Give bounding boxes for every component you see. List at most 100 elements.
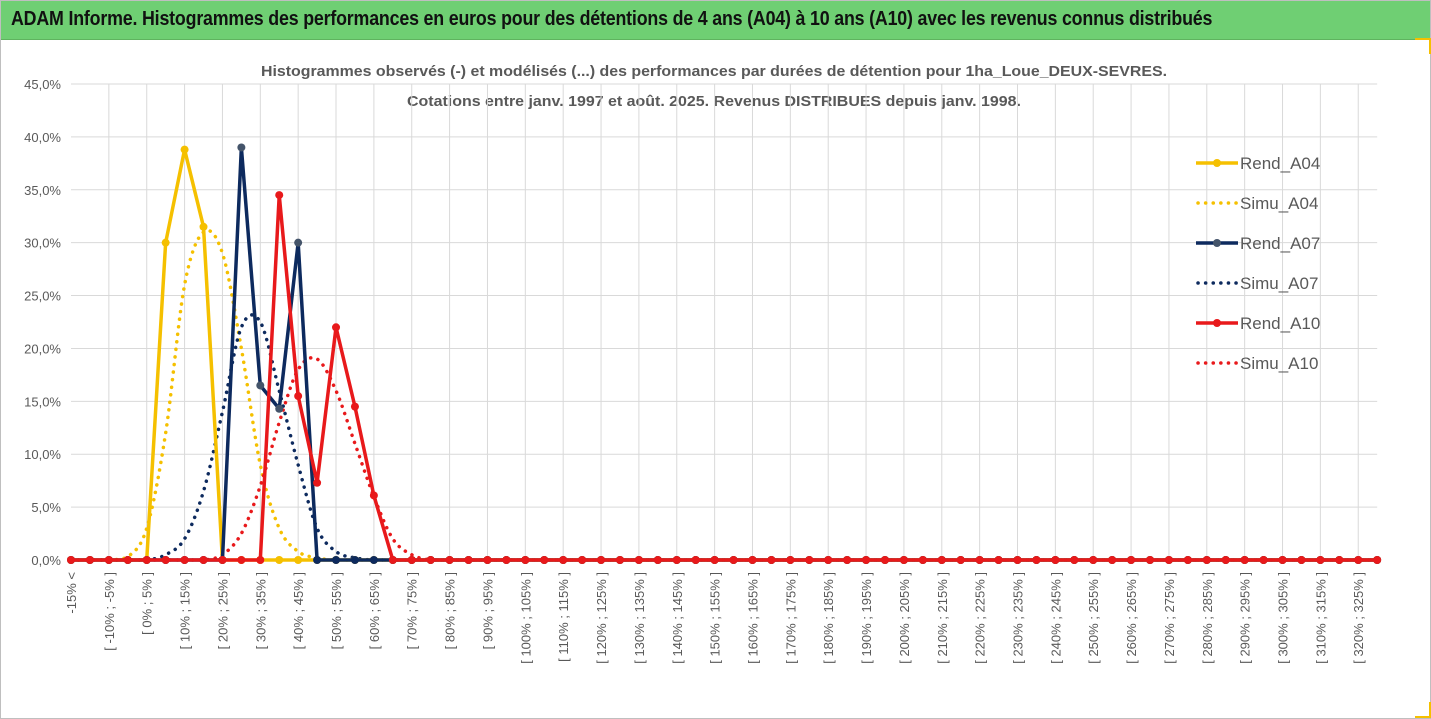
data-point: Rend_A10 [ 110% ; 115% ]: 0 xyxy=(559,556,568,564)
x-tick-label: [ 140% ; 145% ] xyxy=(670,572,685,664)
legend-item-Rend_A10: Rend_A10 xyxy=(1196,314,1320,333)
x-tick-label: [ -10% ; -5% ] xyxy=(102,572,117,651)
data-point: Rend_A10 [ 295% ; 300% ]: 0 xyxy=(1259,556,1268,564)
x-tick-label: [ 220% ; 225% ] xyxy=(973,572,988,664)
data-point: Rend_A10 [ 250% ; 255% ]: 0 xyxy=(1089,556,1098,564)
data-point: Rend_A04 [ 15% ; 20% ]: 31.5 xyxy=(199,222,208,231)
data-point: Rend_A10 [ 45% ; 50% ]: 7.3 xyxy=(313,478,322,487)
data-point: Rend_A10 [ 65% ; 70% ]: 0 xyxy=(388,556,397,564)
x-tick-label: [ 160% ; 165% ] xyxy=(745,572,760,664)
data-point: Rend_A10 [ 5% ; 10% ]: 0 xyxy=(161,556,170,564)
data-point: Rend_A10 [ 50% ; 55% ]: 22 xyxy=(332,323,341,332)
data-point: Rend_A04 [ 40% ; 45% ]: 0 xyxy=(294,556,303,564)
data-point: Rend_A10 [ 220% ; 225% ]: 0 xyxy=(975,556,984,564)
y-tick-label: 20,0% xyxy=(24,341,61,356)
legend-item-Simu_A04: Simu_A04 xyxy=(1196,194,1318,213)
x-tick-label: [ 100% ; 105% ] xyxy=(518,572,533,664)
data-point: Rend_A10 [ 35% ; 40% ]: 34.5 xyxy=(275,191,284,200)
data-point: Rend_A10 [ 170% ; 175% ]: 0 xyxy=(786,556,795,564)
data-point: Rend_A10 [ 115% ; 120% ]: 0 xyxy=(578,556,587,564)
x-tick-label: [ 180% ; 185% ] xyxy=(821,572,836,664)
data-point: Rend_A07 [ 60% ; 65% ]: 0 xyxy=(369,556,378,564)
x-tick-label: [ 260% ; 265% ] xyxy=(1124,572,1139,664)
data-point: Rend_A10 [ 120% ; 125% ]: 0 xyxy=(597,556,606,564)
y-tick-label: 30,0% xyxy=(24,236,61,251)
x-tick-label: [ 190% ; 195% ] xyxy=(859,572,874,664)
x-tick-label: [ 210% ; 215% ] xyxy=(935,572,950,664)
data-point: Rend_A10 [ 135% ; 140% ]: 0 xyxy=(653,556,662,564)
legend-marker xyxy=(1213,319,1221,327)
x-tick-label: [ 50% ; 55% ] xyxy=(329,572,344,649)
data-point: Rend_A10 [ 175% ; 180% ]: 0 xyxy=(805,556,814,564)
y-tick-label: 45,0% xyxy=(24,77,61,92)
data-point: Rend_A10 [ 75% ; 80% ]: 0 xyxy=(426,556,435,564)
data-point: Rend_A10 [ 130% ; 135% ]: 0 xyxy=(634,556,643,564)
data-point: Rend_A10 [ -15% ; -10% ]: 0 xyxy=(85,556,94,564)
data-point: Rend_A10 [ 90% ; 95% ]: 0 xyxy=(483,556,492,564)
data-point: Rend_A10 [ 85% ; 90% ]: 0 xyxy=(464,556,473,564)
data-point: Rend_A10 [ 150% ; 155% ]: 0 xyxy=(710,556,719,564)
report-banner: ADAM Informe. Histogrammes des performan… xyxy=(1,1,1430,40)
data-point: Rend_A10 [ 160% ; 165% ]: 0 xyxy=(748,556,757,564)
data-point: Rend_A10 [ 70% ; 75% ]: 0 xyxy=(407,556,416,564)
x-tick-label: [ 120% ; 125% ] xyxy=(594,572,609,664)
data-point: Rend_A07 [ 45% ; 50% ]: 0 xyxy=(313,556,322,564)
data-point: Rend_A07 [ 35% ; 40% ]: 14.3 xyxy=(275,404,284,413)
data-point: Rend_A10 [ 30% ; 35% ]: 0 xyxy=(256,556,265,564)
frame-corner-top-right xyxy=(1415,38,1431,54)
data-point: Rend_A10 [ 305% ; 310% ]: 0 xyxy=(1297,556,1306,564)
data-point: Rend_A10 [ 235% ; 240% ]: 0 xyxy=(1032,556,1041,564)
data-point: Rend_A10 [ 180% ; 185% ]: 0 xyxy=(824,556,833,564)
legend-label: Simu_A07 xyxy=(1240,274,1318,293)
data-point: Rend_A04 [ 5% ; 10% ]: 30 xyxy=(161,238,170,247)
legend-item-Rend_A04: Rend_A04 xyxy=(1196,154,1320,173)
data-point: Rend_A10 [ 55% ; 60% ]: 14.5 xyxy=(350,402,359,411)
legend-item-Rend_A07: Rend_A07 xyxy=(1196,234,1320,253)
x-tick-label: [ 70% ; 75% ] xyxy=(405,572,420,649)
x-tick-label: [ 90% ; 95% ] xyxy=(480,572,495,649)
data-point: Rend_A10 [ 0% ; 5% ]: 0 xyxy=(142,556,151,564)
data-point: Rend_A10 [ 20% ; 25% ]: 0 xyxy=(218,556,227,564)
legend: Rend_A04 Simu_A04 Rend_A07 Simu_A07 Rend_A10… xyxy=(1196,154,1320,373)
data-point: Rend_A10 [ 240% ; 245% ]: 0 xyxy=(1051,556,1060,564)
data-point: Rend_A10 [ 290% ; 295% ]: 0 xyxy=(1240,556,1249,564)
y-tick-label: 0,0% xyxy=(31,553,61,568)
data-point: Rend_A04 [ 35% ; 40% ]: 0 xyxy=(275,556,284,564)
report-title: ADAM Informe. Histogrammes des performan… xyxy=(11,8,1213,30)
data-point: Rend_A07 [ 25% ; 30% ]: 39 xyxy=(237,143,246,152)
data-point: Rend_A10 [ 40% ; 45% ]: 15.5 xyxy=(294,392,303,401)
data-point: Rend_A10 [ 260% ; 265% ]: 0 xyxy=(1127,556,1136,564)
data-point: Rend_A10 [ 280% ; 285% ]: 0 xyxy=(1202,556,1211,564)
x-tick-label: [ 130% ; 135% ] xyxy=(632,572,647,664)
legend-label: Simu_A10 xyxy=(1240,354,1318,373)
data-point: Rend_A10 [ 95% ; 100% ]: 0 xyxy=(502,556,511,564)
data-point: Rend_A10 [ 275% ; 280% ]: 0 xyxy=(1183,556,1192,564)
y-tick-label: 40,0% xyxy=(24,130,61,145)
data-point: Rend_A10 [ 125% ; 130% ]: 0 xyxy=(615,556,624,564)
x-tick-label: [ 240% ; 245% ] xyxy=(1048,572,1063,664)
legend-label: Rend_A04 xyxy=(1240,154,1320,173)
legend-label: Rend_A10 xyxy=(1240,314,1320,333)
frame-corner-bottom-right xyxy=(1415,702,1431,718)
data-point: Rend_A10 [ 80% ; 85% ]: 0 xyxy=(445,556,454,564)
data-point: Rend_A10 [ 225% ; 230% ]: 0 xyxy=(994,556,1003,564)
y-tick-label: 10,0% xyxy=(24,447,61,462)
x-tick-label: [ 290% ; 295% ] xyxy=(1238,572,1253,664)
data-point: Rend_A10 [ 230% ; 235% ]: 0 xyxy=(1013,556,1022,564)
chart-title: Histogrammes observés (-) et modélisés (… xyxy=(261,63,1167,80)
series-Rend_A10: Rend_A10 -15% <: 0 Rend_A10 [ -15% ; -10%… xyxy=(67,191,1382,564)
data-point: Rend_A10 [ 285% ; 290% ]: 0 xyxy=(1221,556,1230,564)
x-axis: -15% < [ -10% ; -5% ] [ 0% ; 5% ] [ 10% ; 1… xyxy=(64,559,1378,664)
x-tick-label: [ 320% ; 325% ] xyxy=(1351,572,1366,664)
data-point: Rend_A10 [ 200% ; 205% ]: 0 xyxy=(899,556,908,564)
series-line-Rend_A10 xyxy=(71,193,1378,562)
x-tick-label: [ 80% ; 85% ] xyxy=(443,572,458,649)
data-point: Rend_A07 [ 55% ; 60% ]: 0 xyxy=(350,556,359,564)
data-point: Rend_A04 [ 10% ; 15% ]: 38.8 xyxy=(180,145,189,154)
series-lines: Rend_A04 -15% <: 0Rend_A04 [ -15% ; -10%… xyxy=(67,143,1382,564)
data-point: Rend_A07 [ 50% ; 55% ]: 0 xyxy=(332,556,341,564)
series-line-Rend_A04 xyxy=(71,147,1378,562)
data-point: Rend_A10 [ 245% ; 250% ]: 0 xyxy=(1070,556,1079,564)
data-point: Rend_A10 [ 205% ; 210% ]: 0 xyxy=(918,556,927,564)
y-tick-label: 5,0% xyxy=(31,500,61,515)
